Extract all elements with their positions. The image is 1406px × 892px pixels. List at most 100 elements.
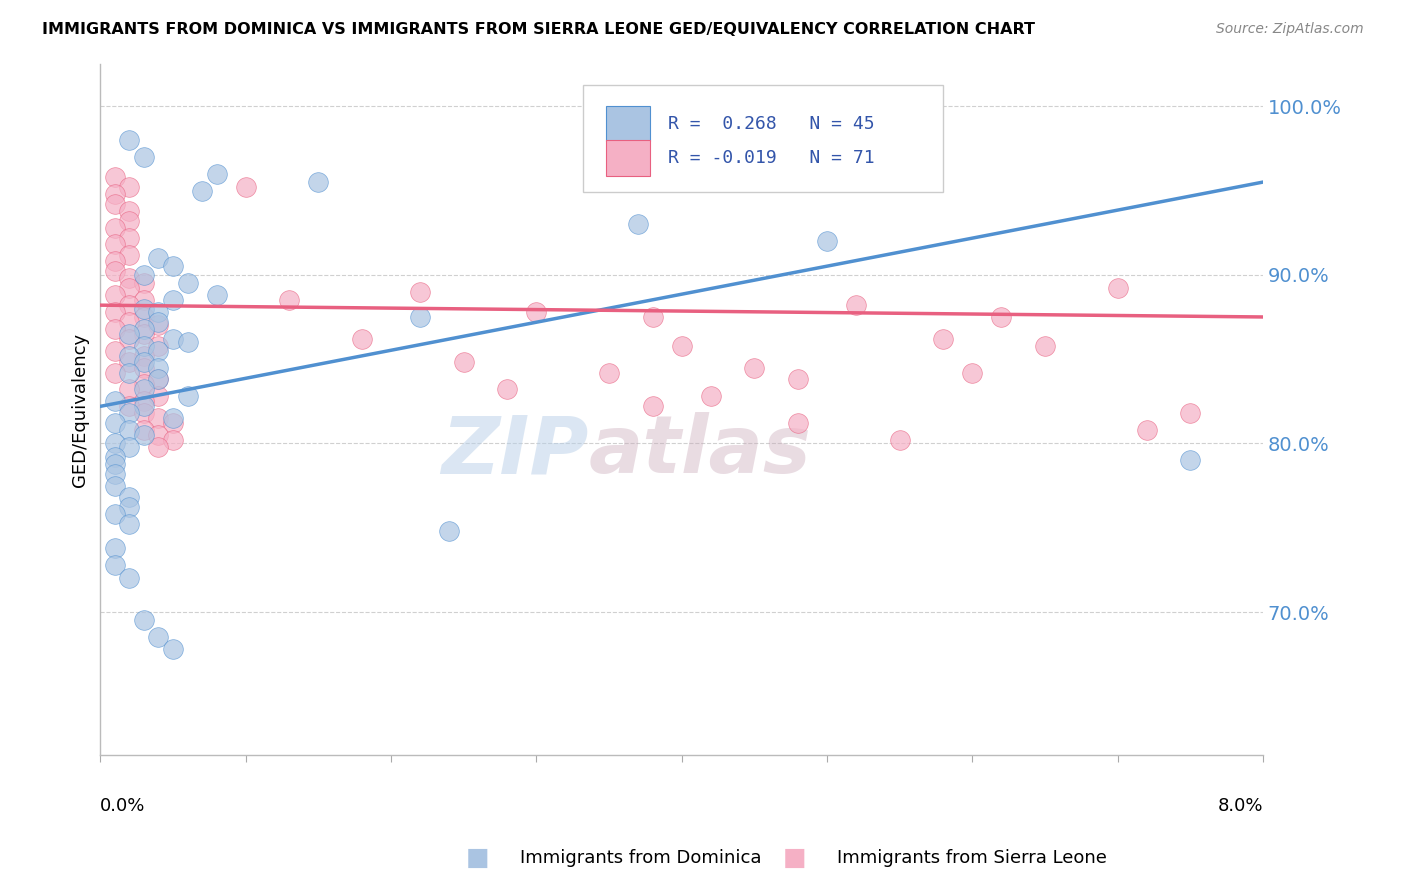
Point	[641, 400, 664, 414]
Point	[118, 180, 141, 194]
Point	[104, 508, 127, 522]
Point	[118, 332, 141, 346]
Point	[132, 349, 155, 363]
Point	[118, 133, 141, 147]
Point	[598, 366, 620, 380]
Point	[148, 315, 170, 329]
Point	[132, 377, 155, 392]
Point	[453, 355, 475, 369]
Point	[118, 203, 141, 218]
Point	[132, 301, 155, 316]
Point	[132, 310, 155, 324]
Point	[409, 310, 432, 324]
Point	[132, 383, 155, 397]
Point	[118, 571, 141, 585]
Point	[104, 478, 127, 492]
Point	[932, 332, 955, 346]
Point	[132, 322, 155, 336]
Point	[786, 416, 808, 430]
Point	[118, 517, 141, 532]
Point	[786, 372, 808, 386]
Point	[118, 406, 141, 420]
Point	[118, 298, 141, 312]
Point	[118, 281, 141, 295]
Point	[118, 400, 141, 414]
Text: ■: ■	[783, 847, 806, 870]
Point	[845, 298, 868, 312]
Point	[148, 343, 170, 358]
Point	[524, 305, 547, 319]
Point	[132, 428, 155, 442]
Point	[132, 400, 155, 414]
Point	[118, 247, 141, 261]
Point	[104, 254, 127, 268]
Point	[104, 450, 127, 464]
Text: Source: ZipAtlas.com: Source: ZipAtlas.com	[1216, 22, 1364, 37]
Point	[148, 338, 170, 352]
Point	[148, 428, 170, 442]
Point	[118, 349, 141, 363]
Point	[118, 366, 141, 380]
FancyBboxPatch shape	[606, 105, 650, 142]
Text: Immigrants from Sierra Leone: Immigrants from Sierra Leone	[837, 849, 1107, 867]
Point	[132, 277, 155, 291]
Point	[104, 264, 127, 278]
Point	[205, 288, 228, 302]
Point	[162, 293, 184, 307]
Point	[118, 491, 141, 505]
Point	[132, 326, 155, 341]
Point	[104, 541, 127, 555]
Point	[104, 416, 127, 430]
Point	[132, 360, 155, 375]
Point	[162, 642, 184, 657]
Point	[148, 318, 170, 333]
Point	[278, 293, 301, 307]
Point	[496, 383, 519, 397]
Point	[1180, 406, 1202, 420]
Point	[118, 231, 141, 245]
Point	[162, 411, 184, 425]
Text: R =  0.268   N = 45: R = 0.268 N = 45	[668, 114, 875, 133]
Point	[118, 355, 141, 369]
Point	[132, 293, 155, 307]
Point	[104, 457, 127, 471]
Point	[1033, 338, 1056, 352]
Point	[699, 389, 721, 403]
Point	[148, 251, 170, 265]
Point	[162, 433, 184, 447]
Point	[104, 169, 127, 184]
Point	[104, 288, 127, 302]
Text: atlas: atlas	[589, 412, 811, 491]
Point	[104, 436, 127, 450]
Point	[104, 186, 127, 201]
Point	[132, 150, 155, 164]
Point	[205, 167, 228, 181]
Point	[104, 220, 127, 235]
Point	[132, 406, 155, 420]
Point	[641, 310, 664, 324]
Point	[118, 383, 141, 397]
Point	[132, 355, 155, 369]
Text: ■: ■	[467, 847, 489, 870]
Point	[162, 416, 184, 430]
Point	[104, 366, 127, 380]
Point	[235, 180, 257, 194]
Point	[627, 217, 650, 231]
Y-axis label: GED/Equivalency: GED/Equivalency	[72, 333, 89, 487]
Point	[104, 322, 127, 336]
Point	[671, 338, 693, 352]
Point	[118, 440, 141, 454]
Point	[409, 285, 432, 299]
Point	[118, 326, 141, 341]
Point	[176, 335, 198, 350]
Text: IMMIGRANTS FROM DOMINICA VS IMMIGRANTS FROM SIERRA LEONE GED/EQUIVALENCY CORRELA: IMMIGRANTS FROM DOMINICA VS IMMIGRANTS F…	[42, 22, 1035, 37]
Point	[350, 332, 373, 346]
Text: R = -0.019   N = 71: R = -0.019 N = 71	[668, 149, 875, 167]
Point	[1136, 423, 1159, 437]
FancyBboxPatch shape	[606, 140, 650, 176]
Point	[148, 630, 170, 644]
Text: ZIP: ZIP	[441, 412, 589, 491]
Point	[132, 423, 155, 437]
Point	[118, 214, 141, 228]
Point	[104, 305, 127, 319]
